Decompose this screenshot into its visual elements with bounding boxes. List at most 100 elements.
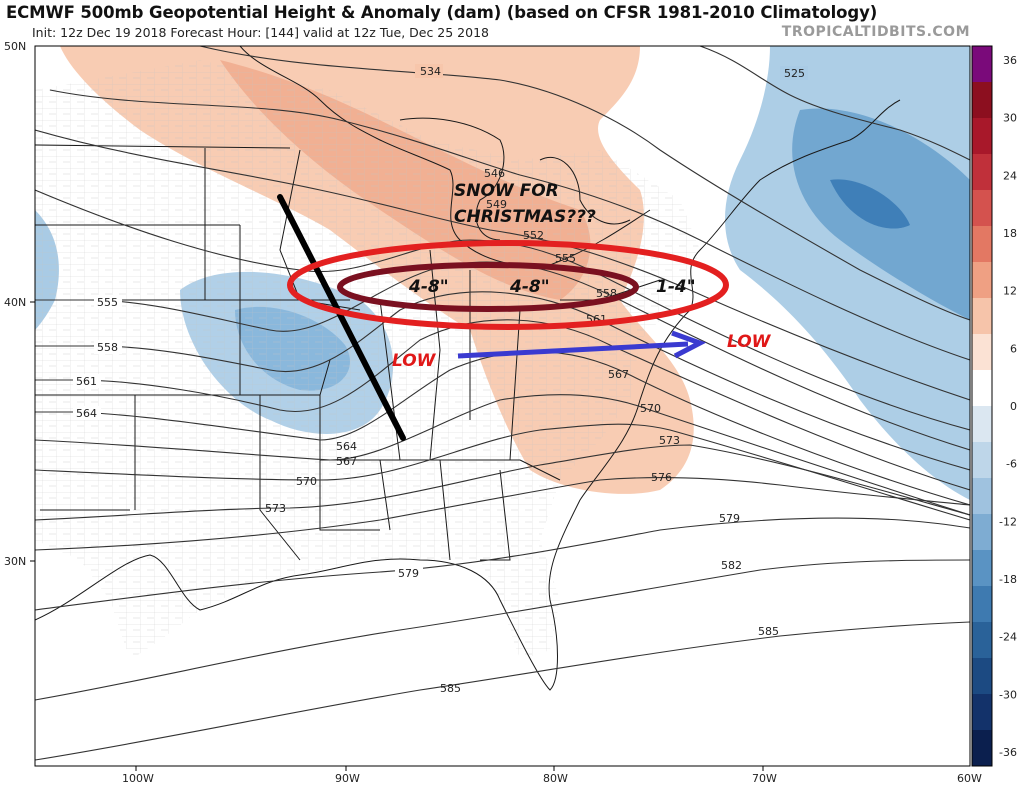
colorbar-swatch <box>972 118 992 155</box>
forecast-annotations: SNOW FOR CHRISTMAS??? 4-8" 4-8" 1-4" LOW… <box>277 181 772 441</box>
colorbar-swatch <box>972 586 992 623</box>
colorbar-tick-label: -18 <box>999 573 1017 586</box>
contour-564 <box>35 350 970 506</box>
low-label-west: LOW <box>392 351 437 371</box>
colorbar-tick-label: -36 <box>999 746 1017 759</box>
contour-label: 555 <box>555 252 576 265</box>
lon-label: 70W <box>752 772 777 785</box>
arrow-head-icon <box>671 330 707 359</box>
snow-total-central: 4-8" <box>509 277 550 297</box>
lon-label: 80W <box>543 772 568 785</box>
colorbar-swatch <box>972 622 992 659</box>
contour-label: 564 <box>76 407 97 420</box>
colorbar-swatch <box>972 514 992 551</box>
contour-label: 567 <box>608 368 629 381</box>
lon-label: 100W <box>122 772 154 785</box>
map-title: ECMWF 500mb Geopotential Height & Anomal… <box>6 3 878 22</box>
colorbar-tick-label: -12 <box>999 515 1017 528</box>
colorbar-tick-label: 24 <box>1003 169 1017 182</box>
contour-label: 582 <box>721 559 742 572</box>
colorbar-swatch <box>972 730 992 767</box>
headline-line-1: SNOW FOR <box>454 181 559 201</box>
colorbar-swatch <box>972 298 992 335</box>
headline-line-2: CHRISTMAS??? <box>454 207 596 227</box>
contour-label: 579 <box>398 567 419 580</box>
colorbar-swatch <box>972 82 992 119</box>
colorbar-swatch <box>972 46 992 83</box>
contour-525 <box>699 46 970 161</box>
contour-label: 576 <box>651 471 672 484</box>
trough-axis-line <box>277 194 406 441</box>
colorbar-swatch <box>972 154 992 191</box>
contour-label: 549 <box>486 198 507 211</box>
contour-label: 564 <box>336 440 357 453</box>
contour-567 <box>35 394 970 516</box>
contour-label: 585 <box>440 682 461 695</box>
colorbar-swatch <box>972 658 992 695</box>
colorbar-swatch <box>972 370 992 407</box>
contour-534 <box>199 46 970 321</box>
contour-label: 585 <box>758 625 779 638</box>
contour-label: 546 <box>484 167 505 180</box>
anomaly-colorbar: 36 30 24 18 12 6 0 -6 -12 -18 -24 -30 -36 <box>971 45 1017 767</box>
colorbar-tick-label: 18 <box>1003 227 1017 240</box>
contour-label: 561 <box>76 375 97 388</box>
contour-label: 567 <box>336 455 357 468</box>
contour-570 <box>35 423 970 521</box>
contour-576 <box>35 476 970 551</box>
colorbar-swatch <box>972 406 992 443</box>
contour-label: 570 <box>640 402 661 415</box>
contour-582 <box>35 559 970 701</box>
contour-label: 558 <box>97 341 118 354</box>
contour-labels: 534 525 546 549 552 555 558 561 564 564 … <box>73 64 808 695</box>
lat-label: 40N <box>4 296 26 309</box>
colorbar-swatch <box>972 262 992 299</box>
colorbar-frame <box>971 45 993 767</box>
lat-label: 50N <box>4 40 26 53</box>
contour-label: 573 <box>265 502 286 515</box>
lon-label: 90W <box>335 772 360 785</box>
contour-573 <box>35 444 970 521</box>
map-subtitle: Init: 12z Dec 19 2018 Forecast Hour: [14… <box>32 25 489 40</box>
contour-label: 525 <box>784 67 805 80</box>
colorbar-swatch <box>972 190 992 227</box>
cold-anomaly-atlantic-center <box>830 179 910 229</box>
contour-552 <box>35 189 970 431</box>
contour-label: 570 <box>296 475 317 488</box>
lat-label: 30N <box>4 555 26 568</box>
map-frame <box>34 45 971 767</box>
site-brand[interactable]: TROPICALTIDBITS.COM <box>781 24 970 40</box>
colorbar-swatch <box>972 334 992 371</box>
contour-label: 552 <box>523 229 544 242</box>
colorbar-tick-label: 12 <box>1003 285 1017 298</box>
lon-label: 60W <box>957 772 982 785</box>
contour-546 <box>49 89 970 361</box>
colorbar-swatch <box>972 226 992 263</box>
contour-579 <box>35 517 970 611</box>
contour-549 <box>35 129 970 401</box>
snow-total-east: 1-4" <box>656 277 696 297</box>
colorbar-tick-label: -24 <box>999 631 1017 644</box>
colorbar-tick-label: -6 <box>1006 458 1017 471</box>
low-label-east: LOW <box>727 332 772 352</box>
contour-label: 534 <box>420 65 441 78</box>
header: ECMWF 500mb Geopotential Height & Anomal… <box>0 0 1024 44</box>
contour-561 <box>35 319 970 491</box>
contour-label: 579 <box>719 512 740 525</box>
snow-area-inner-oval <box>337 262 639 312</box>
colorbar-swatch <box>972 442 992 479</box>
height-contours <box>35 46 970 761</box>
snow-area-outer-oval <box>287 240 729 330</box>
colorbar-swatch <box>972 694 992 731</box>
contour-558 <box>35 291 970 471</box>
colorbar-tick-label: 36 <box>1003 54 1017 67</box>
contour-585 <box>35 621 970 761</box>
contour-label: 555 <box>97 296 118 309</box>
state-borders <box>35 144 661 561</box>
colorbar-tick-label: 30 <box>1003 112 1017 125</box>
colorbar-tick-label: 6 <box>1010 342 1017 355</box>
storm-track-arrow <box>457 341 689 359</box>
latitude-labels: 50N 40N 30N <box>4 40 35 568</box>
county-grid <box>35 60 700 660</box>
